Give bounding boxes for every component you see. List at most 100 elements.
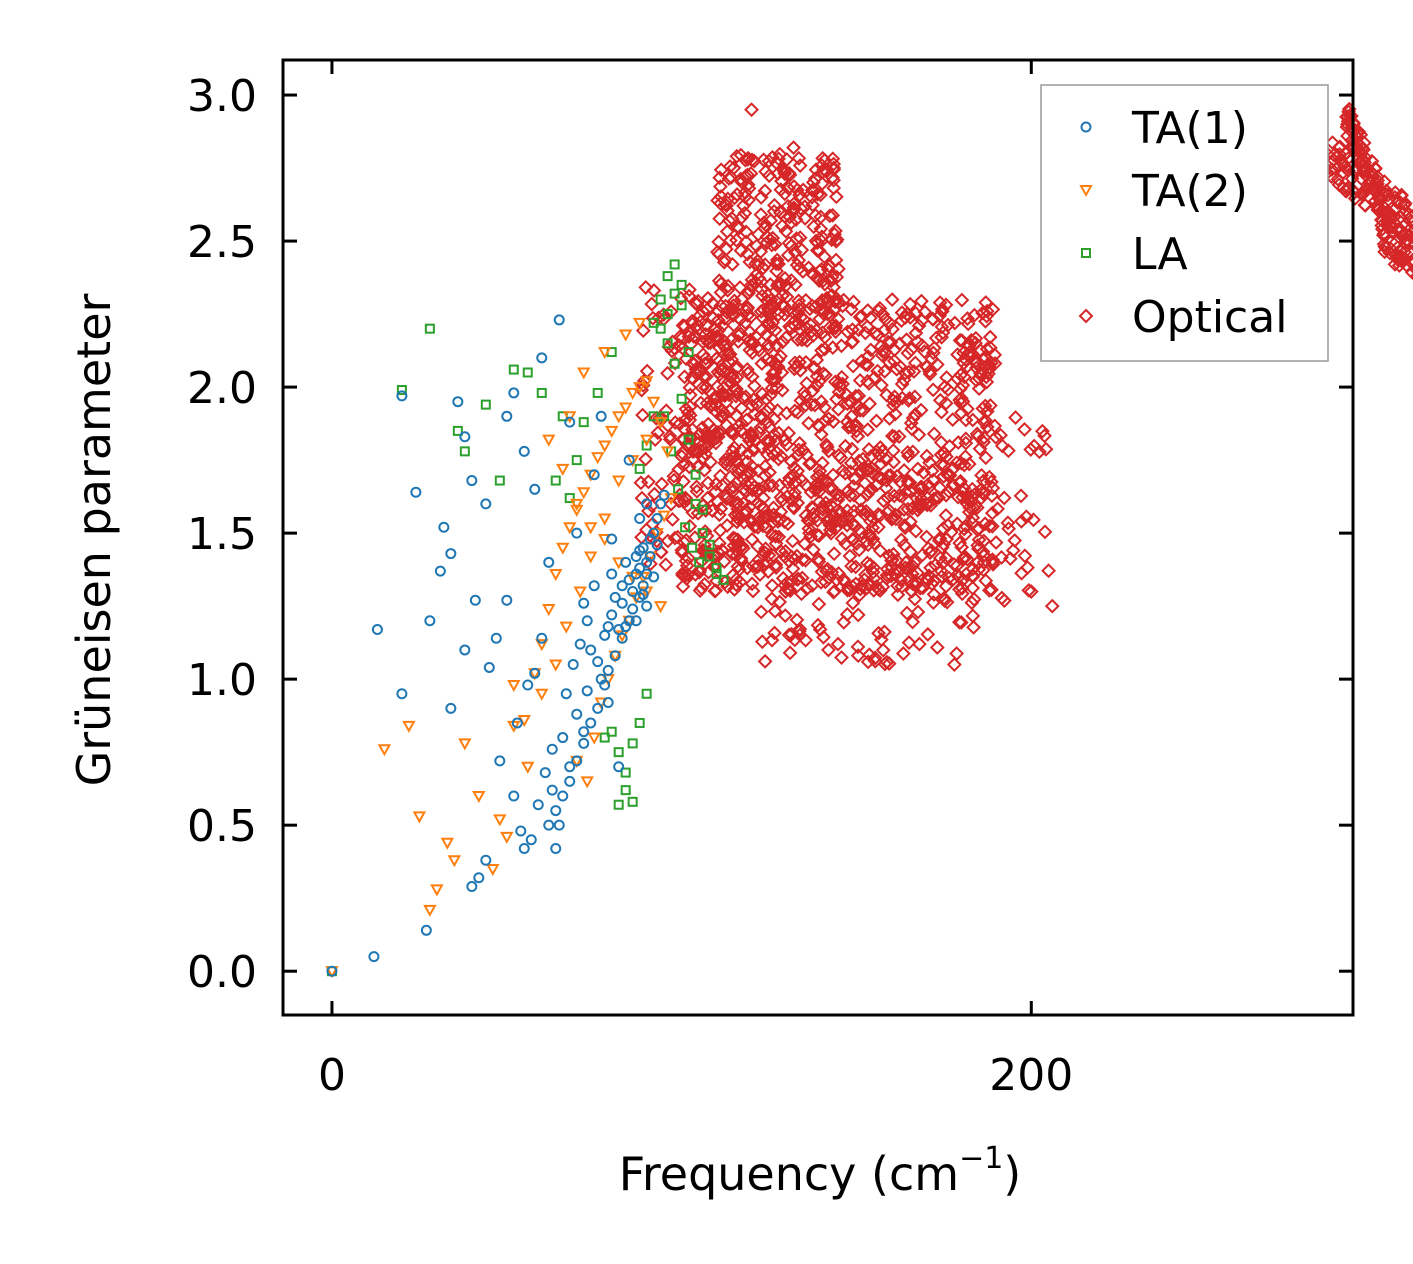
point-optical: [778, 223, 794, 239]
point-optical: [912, 480, 928, 496]
point-optical: [799, 320, 814, 336]
point-optical: [682, 387, 698, 403]
point-optical: [1383, 207, 1399, 223]
point-optical: [898, 554, 914, 570]
point-optical: [762, 433, 778, 449]
point-optical: [945, 571, 961, 587]
point-optical: [717, 574, 733, 590]
point-optical: [692, 308, 708, 323]
point-ta2: [584, 522, 598, 535]
point-optical: [756, 302, 772, 318]
point-optical: [1008, 410, 1023, 425]
point-optical: [809, 477, 824, 492]
point-la: [662, 271, 673, 282]
point-ta1: [518, 843, 530, 855]
point-ta1: [529, 483, 541, 495]
point-optical: [820, 500, 835, 515]
point-optical: [843, 455, 859, 471]
point-optical: [799, 333, 815, 349]
point-optical: [984, 582, 999, 598]
point-optical: [643, 556, 658, 572]
point-optical: [810, 617, 826, 633]
point-optical: [867, 325, 883, 341]
point-optical: [781, 180, 796, 196]
point-optical: [786, 179, 802, 194]
point-optical: [910, 604, 926, 620]
point-optical: [771, 529, 787, 545]
point-optical: [732, 574, 748, 590]
point-optical: [742, 324, 758, 340]
point-optical: [764, 578, 780, 593]
point-optical: [988, 535, 1004, 550]
point-optical: [666, 468, 682, 484]
point-optical: [977, 412, 993, 428]
point-ta2: [611, 411, 626, 424]
point-optical: [740, 464, 756, 480]
point-optical: [778, 330, 794, 346]
point-ta1: [581, 615, 593, 627]
point-la: [683, 434, 694, 445]
point-optical: [938, 550, 954, 566]
point-ta2: [430, 884, 444, 897]
point-optical: [1395, 227, 1411, 243]
point-optical: [753, 190, 769, 205]
point-optical: [828, 189, 844, 205]
point-optical: [844, 334, 860, 350]
point-optical: [983, 474, 999, 490]
point-optical: [794, 570, 810, 586]
point-ta2: [458, 738, 472, 751]
point-ta1: [564, 761, 576, 773]
point-optical: [841, 419, 856, 435]
point-ta2: [660, 446, 675, 459]
point-optical: [919, 359, 935, 375]
point-optical: [712, 523, 728, 538]
point-optical: [675, 566, 690, 581]
point-optical: [959, 488, 975, 504]
point-ta1: [536, 352, 548, 364]
point-optical: [724, 423, 740, 439]
point-optical: [844, 441, 860, 457]
point-optical: [641, 474, 656, 490]
legend-label-ta2: TA(2): [1131, 166, 1248, 217]
point-ta1: [515, 825, 527, 837]
point-optical: [880, 334, 896, 350]
point-optical: [725, 305, 741, 321]
point-optical: [932, 392, 948, 408]
point-optical: [1357, 197, 1373, 213]
point-optical: [872, 583, 888, 598]
point-ta2: [618, 329, 633, 342]
point-optical: [825, 467, 841, 483]
point-ta1: [508, 790, 520, 802]
point-optical: [1023, 584, 1039, 599]
point-optical: [761, 419, 777, 435]
point-optical: [966, 619, 981, 635]
point-optical: [1376, 226, 1392, 242]
point-optical: [884, 292, 900, 308]
point-optical: [742, 254, 758, 270]
point-optical: [902, 483, 918, 499]
point-optical: [729, 219, 745, 235]
point-optical: [946, 557, 962, 572]
point-optical: [826, 320, 841, 336]
point-optical: [744, 272, 760, 288]
point-optical: [958, 449, 973, 465]
point-optical: [654, 476, 670, 492]
point-la: [613, 747, 624, 758]
point-optical: [839, 607, 855, 622]
point-ta2: [653, 601, 668, 614]
point-ta1: [641, 498, 653, 510]
point-optical: [827, 226, 842, 242]
point-optical: [770, 403, 785, 418]
point-optical: [846, 487, 862, 503]
point-ta1: [546, 784, 558, 796]
point-optical: [749, 238, 765, 254]
point-optical: [811, 243, 827, 259]
point-optical: [816, 162, 832, 177]
point-optical: [1357, 184, 1373, 200]
point-optical: [706, 548, 722, 564]
point-ta1: [623, 615, 635, 627]
point-optical: [730, 559, 746, 574]
point-optical: [894, 390, 910, 406]
point-optical: [879, 505, 895, 521]
point-optical: [887, 429, 902, 445]
